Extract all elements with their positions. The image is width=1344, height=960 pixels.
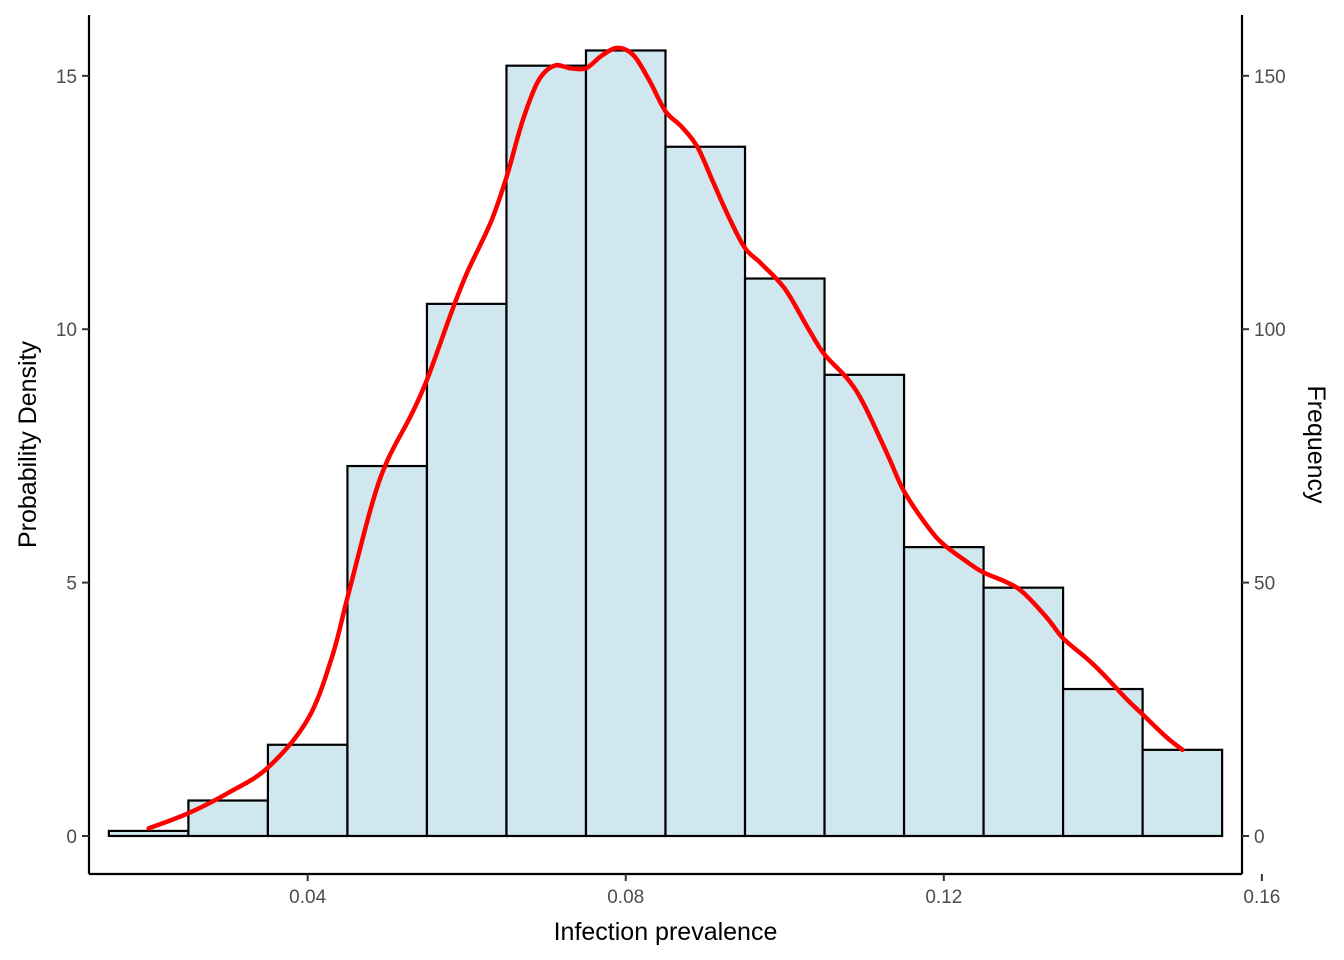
y2-tick-label: 150: [1254, 67, 1286, 88]
y2-tick-label: 100: [1254, 320, 1286, 341]
histogram-bar-1: [107, 829, 190, 838]
y2-axis-title: Frequency: [1302, 385, 1330, 504]
y-tick-label: 0: [66, 827, 77, 848]
histogram-bar-4: [346, 464, 429, 838]
histogram-bar-10: [823, 373, 906, 838]
histogram-bar-11: [902, 546, 985, 838]
x-tick-label: 0.04: [289, 887, 326, 908]
histogram-bar-6: [505, 64, 588, 838]
histogram-bars: [107, 49, 1224, 838]
x-tick-label: 0.16: [1243, 887, 1280, 908]
histogram-bar-8: [664, 145, 747, 838]
y-tick-label: 5: [66, 574, 77, 595]
y2-tick-label: 50: [1254, 574, 1275, 595]
density-curve-layer: [146, 45, 1185, 831]
y-tick-label: 10: [56, 320, 77, 341]
density-curve: [146, 45, 1185, 831]
histogram-bar-3: [266, 743, 349, 838]
x-tick-label: 0.12: [925, 887, 962, 908]
histogram-bar-12: [982, 586, 1065, 838]
histogram-bar-7: [584, 49, 667, 838]
histogram-bar-14: [1141, 748, 1224, 838]
x-axis-title: Infection prevalence: [554, 918, 778, 946]
histogram-bar-5: [425, 302, 508, 838]
histogram-bar-9: [743, 277, 826, 838]
y-axis-title: Probability Density: [14, 340, 42, 548]
histogram-bar-13: [1061, 687, 1144, 838]
y-tick-label: 15: [56, 67, 77, 88]
x-tick-label: 0.08: [607, 887, 644, 908]
y2-tick-label: 0: [1254, 827, 1265, 848]
